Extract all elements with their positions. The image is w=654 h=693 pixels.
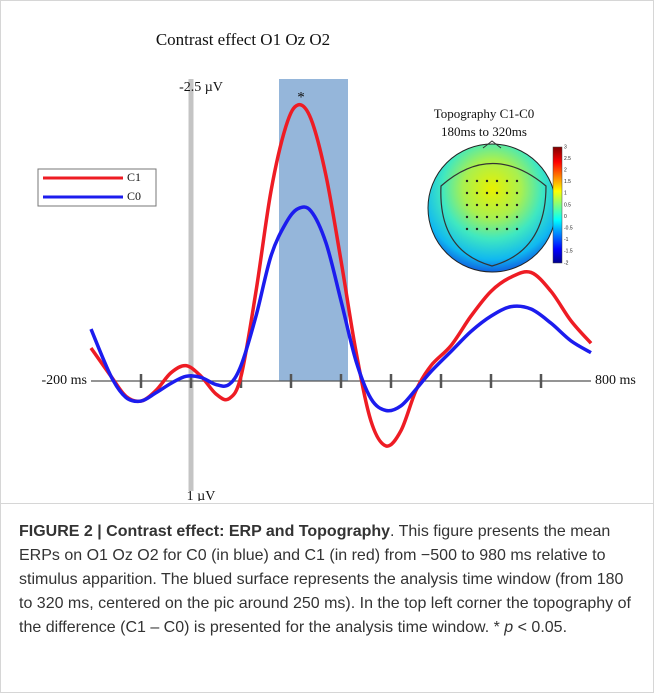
electrode <box>475 215 479 219</box>
electrode <box>505 215 509 219</box>
series-line <box>89 102 593 448</box>
legend-label: C1 <box>127 170 141 184</box>
electrode <box>485 191 489 195</box>
caption-italic: p <box>504 619 514 636</box>
colorbar-tick-label: 2 <box>564 168 567 174</box>
electrode <box>515 227 519 231</box>
y-tick-label: -2.5 µV <box>179 80 223 95</box>
electrode <box>505 203 509 207</box>
nose <box>482 140 502 149</box>
chart: Topography C1-C0 180ms to 320ms 3 2.5 2 1.5 1 0… <box>37 30 636 504</box>
electrode <box>465 203 469 207</box>
colorbar-tick-label: -1 <box>564 237 569 243</box>
topography-title: Topography C1-C0 <box>434 106 535 121</box>
electrode <box>465 179 469 183</box>
electrode <box>515 179 519 183</box>
colorbar <box>552 146 563 264</box>
caption-text: . This figure presents the mean ERPs on … <box>19 523 631 636</box>
electrode <box>465 191 469 195</box>
electrode <box>495 179 499 183</box>
electrode <box>495 227 499 231</box>
electrode <box>515 191 519 195</box>
electrode <box>475 179 479 183</box>
topography: Topography C1-C0 180ms to 320ms 3 2.5 2 1.5 1 0… <box>427 106 573 273</box>
annotation: * <box>297 89 305 105</box>
electrode <box>485 179 489 183</box>
head-outline <box>440 162 547 267</box>
electrode <box>505 179 509 183</box>
colorbar-tick-label: -2 <box>564 260 569 266</box>
colorbar-tick-label: -1.5 <box>564 249 573 255</box>
colorbar-tick-label: 0.5 <box>564 202 571 208</box>
series-line <box>89 205 592 413</box>
caption-label: FIGURE 2 | Contrast effect: ERP and Topo… <box>19 523 391 540</box>
legend-label: C0 <box>127 189 141 203</box>
electrode <box>495 203 499 207</box>
caption: FIGURE 2 | Contrast effect: ERP and Topo… <box>1 503 653 692</box>
y-tick-label: 1 µV <box>187 489 216 501</box>
electrode <box>475 203 479 207</box>
electrode <box>465 227 469 231</box>
colorbar-tick-label: -0.5 <box>564 226 573 232</box>
colorbar-tick-label: 3 <box>564 144 567 150</box>
caption-text: < 0.05. <box>513 619 568 636</box>
x-tick-label: -200 ms <box>42 373 88 388</box>
electrode <box>465 215 469 219</box>
electrode <box>495 215 499 219</box>
topography-title: 180ms to 320ms <box>441 124 527 139</box>
electrode <box>495 191 499 195</box>
colorbar-tick-label: 2.5 <box>564 156 571 162</box>
electrode <box>485 215 489 219</box>
electrode <box>485 227 489 231</box>
colorbar-tick-label: 0 <box>564 214 567 220</box>
electrode <box>505 191 509 195</box>
electrode <box>515 215 519 219</box>
electrode <box>475 191 479 195</box>
chart-title: Contrast effect O1 Oz O2 <box>156 30 330 49</box>
x-tick-label: 800 ms <box>595 373 636 388</box>
legend-box <box>37 168 157 207</box>
colorbar-tick-label: 1.5 <box>564 179 571 185</box>
electrode <box>485 203 489 207</box>
electrode <box>515 203 519 207</box>
electrode <box>475 227 479 231</box>
electrode <box>505 227 509 231</box>
colorbar-tick-label: 1 <box>564 191 567 197</box>
